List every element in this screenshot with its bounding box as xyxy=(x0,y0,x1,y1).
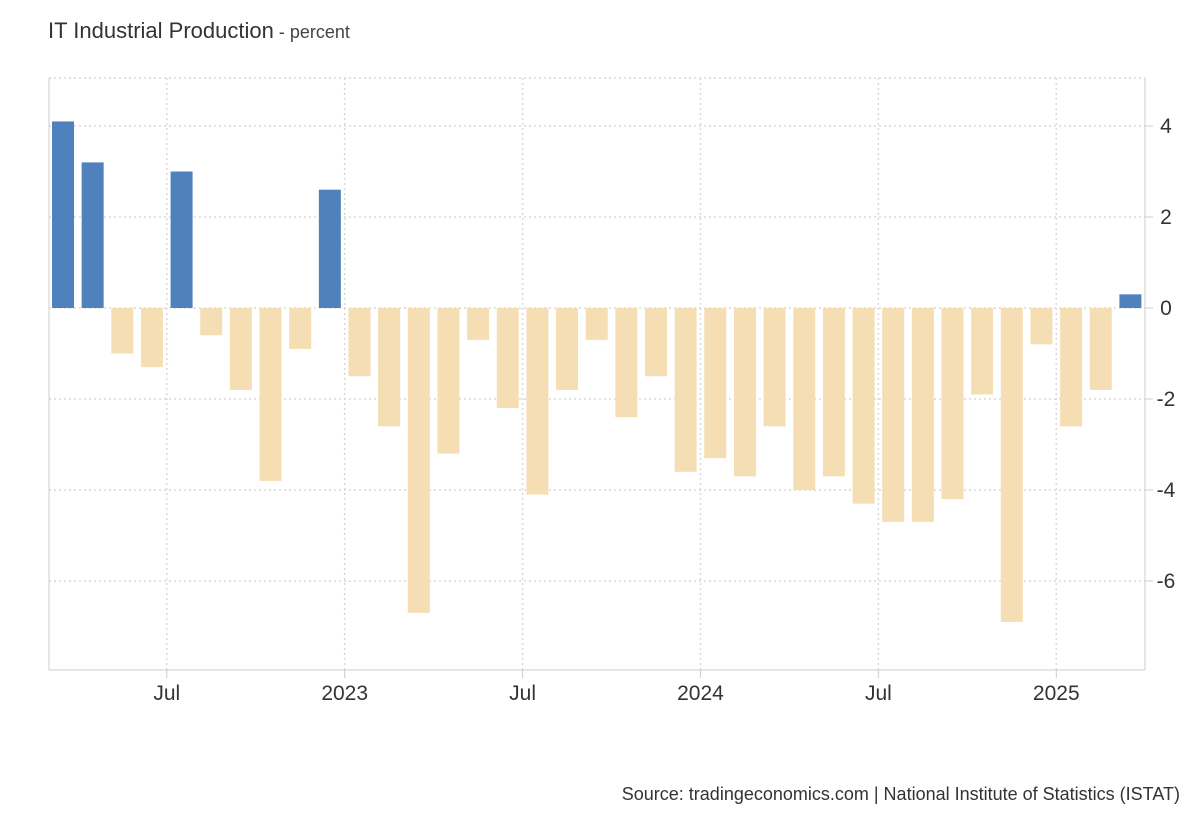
y-tick-label: 4 xyxy=(1160,115,1172,138)
y-tick-label: 2 xyxy=(1160,206,1172,229)
bar-2023-11 xyxy=(645,308,667,377)
bar-2024-11 xyxy=(1000,308,1023,622)
bar-2022-11 xyxy=(289,308,312,349)
bar-2023-12 xyxy=(674,308,697,472)
bar-2024-03 xyxy=(763,308,786,427)
bar-chart: 4 2 0 -2 -4 -6 Jul 2023 Jul 2024 Jul 2025 xyxy=(48,77,1176,705)
bar-2023-06 xyxy=(496,308,519,409)
y-tick-label: -6 xyxy=(1157,570,1176,593)
x-tick-label: 2024 xyxy=(677,682,724,705)
chart-unit: - percent xyxy=(273,22,350,42)
source-note: Source: tradingeconomics.com | National … xyxy=(621,784,1180,804)
x-tick-label: Jul xyxy=(865,682,892,705)
bar-2024-01 xyxy=(704,308,727,459)
bar-2022-05 xyxy=(111,308,134,354)
bar-2025-03 xyxy=(1119,294,1142,308)
y-tick-label: -2 xyxy=(1157,388,1176,411)
bar-2024-09 xyxy=(941,308,964,500)
bar-2022-04 xyxy=(81,162,104,308)
bar-2024-02 xyxy=(733,308,756,477)
bar-2024-07 xyxy=(882,308,905,522)
bar-2023-02 xyxy=(378,308,401,427)
bar-2022-07 xyxy=(170,171,193,308)
y-tick-label: -4 xyxy=(1157,479,1176,502)
bar-2023-03 xyxy=(407,308,430,613)
bar-2024-04 xyxy=(793,308,816,490)
x-tick-label: Jul xyxy=(509,682,536,705)
bar-2024-06 xyxy=(852,308,875,504)
x-tick-label: Jul xyxy=(153,682,180,705)
bar-2023-10 xyxy=(615,308,638,418)
bar-2024-12 xyxy=(1030,308,1053,345)
x-tick-label: 2023 xyxy=(321,682,368,705)
chart-axes xyxy=(48,78,1153,678)
chart-title-text: IT Industrial Production xyxy=(48,18,274,43)
chart-tick-labels: 4 2 0 -2 -4 -6 Jul 2023 Jul 2024 Jul 2025 xyxy=(153,115,1175,705)
bar-2025-02 xyxy=(1089,308,1112,390)
bar-2024-05 xyxy=(822,308,845,477)
bar-2023-04 xyxy=(437,308,460,454)
chart-grid xyxy=(49,77,1145,670)
bar-2022-08 xyxy=(200,308,223,336)
x-tick-label: 2025 xyxy=(1033,682,1080,705)
chart-bars xyxy=(52,121,1142,622)
bar-2022-12 xyxy=(318,189,341,308)
bar-2022-09 xyxy=(229,308,252,390)
bar-2022-03 xyxy=(52,121,74,308)
bar-2024-10 xyxy=(971,308,994,395)
bar-2023-09 xyxy=(585,308,608,340)
y-tick-label: 0 xyxy=(1160,297,1172,320)
bar-2023-08 xyxy=(556,308,579,390)
chart-title: IT Industrial Production - percent xyxy=(48,18,350,44)
bar-2023-05 xyxy=(467,308,490,340)
bar-2025-01 xyxy=(1060,308,1083,427)
bar-2024-08 xyxy=(911,308,934,522)
bar-2023-01 xyxy=(348,308,371,377)
bar-2022-10 xyxy=(259,308,282,481)
bar-2022-06 xyxy=(140,308,163,368)
bar-2023-07 xyxy=(526,308,549,495)
